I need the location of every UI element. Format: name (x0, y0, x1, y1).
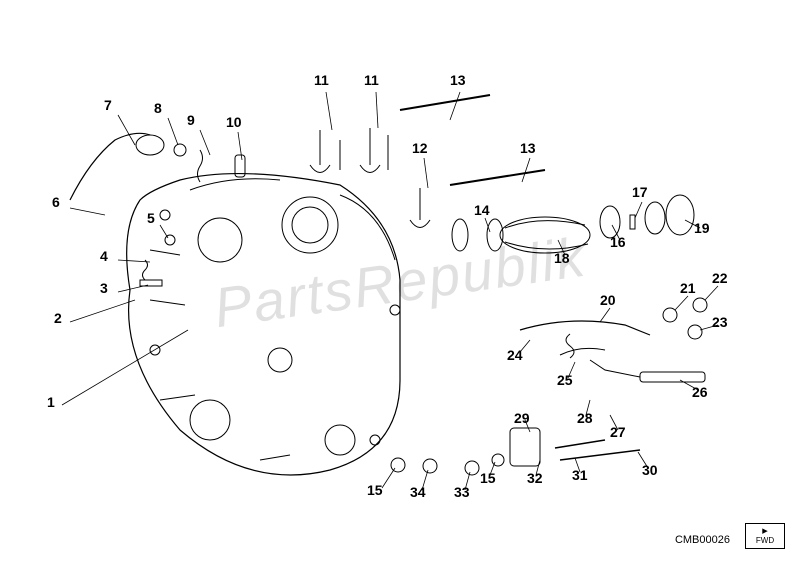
callout-2: 2 (54, 310, 62, 326)
callout-15: 15 (367, 482, 383, 498)
callout-10: 10 (226, 114, 242, 130)
callout-18: 18 (554, 250, 570, 266)
callout-15: 15 (480, 470, 496, 486)
fwd-label: FWD (746, 537, 784, 545)
callout-20: 20 (600, 292, 616, 308)
callout-7: 7 (104, 97, 112, 113)
callout-27: 27 (610, 424, 626, 440)
callout-34: 34 (410, 484, 426, 500)
callout-11: 11 (314, 72, 329, 88)
callout-29: 29 (514, 410, 530, 426)
callout-26: 26 (692, 384, 708, 400)
callout-30: 30 (642, 462, 658, 478)
callout-3: 3 (100, 280, 108, 296)
callout-12: 12 (412, 140, 428, 156)
callout-16: 16 (610, 234, 626, 250)
callout-13: 13 (450, 72, 466, 88)
callout-21: 21 (680, 280, 696, 296)
callout-33: 33 (454, 484, 470, 500)
callout-23: 23 (712, 314, 728, 330)
callout-8: 8 (154, 100, 162, 116)
callout-25: 25 (557, 372, 573, 388)
callout-1: 1 (47, 394, 55, 410)
callout-28: 28 (577, 410, 593, 426)
callout-24: 24 (507, 347, 523, 363)
callout-11: 11 (364, 72, 379, 88)
callout-5: 5 (147, 210, 155, 226)
exploded-diagram: 1234567891011111213131415161718192021222… (0, 0, 800, 564)
callout-19: 19 (694, 220, 710, 236)
fwd-indicator: ▸ FWD (745, 523, 785, 549)
callout-22: 22 (712, 270, 728, 286)
callout-9: 9 (187, 112, 195, 128)
callout-31: 31 (572, 467, 588, 483)
callout-32: 32 (527, 470, 543, 486)
callout-13: 13 (520, 140, 536, 156)
callout-17: 17 (632, 184, 648, 200)
callout-4: 4 (100, 248, 108, 264)
callout-14: 14 (474, 202, 490, 218)
drawing-code-label: CMB00026 (675, 534, 730, 546)
callout-6: 6 (52, 194, 60, 210)
